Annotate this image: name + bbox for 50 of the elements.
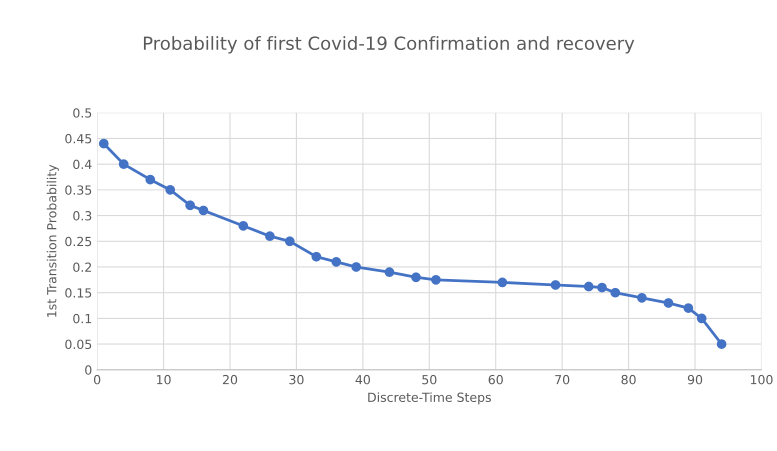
y-tick-label: 0.05 — [65, 340, 92, 350]
point — [165, 185, 176, 195]
y-tick-label: 0.35 — [65, 185, 92, 195]
point — [597, 282, 607, 292]
point — [185, 200, 195, 210]
x-tick-label: 80 — [621, 374, 636, 384]
point — [411, 272, 421, 282]
point — [637, 292, 647, 303]
x-tick-label: 30 — [289, 374, 304, 384]
x-tick-label: 90 — [688, 374, 702, 384]
y-tick-label: 0.25 — [65, 236, 92, 246]
point — [198, 206, 208, 216]
y-tick-label: 0.1 — [73, 314, 92, 324]
x-tick-label: 70 — [555, 374, 570, 384]
y-tick-label: 0.15 — [65, 288, 92, 298]
point — [331, 256, 342, 267]
point — [311, 252, 322, 262]
y-tick-label: 0.2 — [73, 262, 92, 272]
y-tick-label: 0.5 — [73, 108, 92, 118]
point — [684, 303, 694, 313]
x-tick-label: 60 — [488, 374, 503, 384]
point — [118, 159, 129, 170]
x-tick-label: 100 — [750, 374, 773, 384]
point — [716, 339, 726, 349]
chart-title: Probability of first Covid-19 Confirmation and recovery — [144, 36, 634, 54]
point — [584, 282, 594, 292]
x-tick-label: 20 — [222, 374, 238, 384]
y-axis-title: 1st Transition Probability — [46, 164, 59, 317]
point — [351, 262, 362, 272]
point — [498, 278, 508, 288]
point — [696, 314, 707, 324]
point — [664, 298, 674, 308]
x-tick-label: 50 — [422, 374, 436, 384]
point — [145, 174, 156, 184]
point — [431, 274, 441, 285]
y-tick-label: 0.4 — [73, 160, 92, 170]
x-tick-label: 10 — [156, 374, 171, 384]
point — [384, 267, 394, 277]
y-tick-label: 0 — [85, 365, 92, 375]
y-tick-label: 0.45 — [65, 134, 92, 144]
x-axis-title: Discrete-Time Steps — [368, 392, 491, 404]
x-tick-label: 0 — [94, 374, 100, 384]
point — [550, 280, 560, 290]
point — [238, 221, 248, 231]
x-tick-label: 40 — [356, 374, 370, 384]
y-tick-label: 0.3 — [73, 211, 92, 221]
point — [98, 138, 109, 148]
point — [610, 288, 620, 298]
point — [284, 236, 295, 246]
point — [264, 231, 275, 242]
